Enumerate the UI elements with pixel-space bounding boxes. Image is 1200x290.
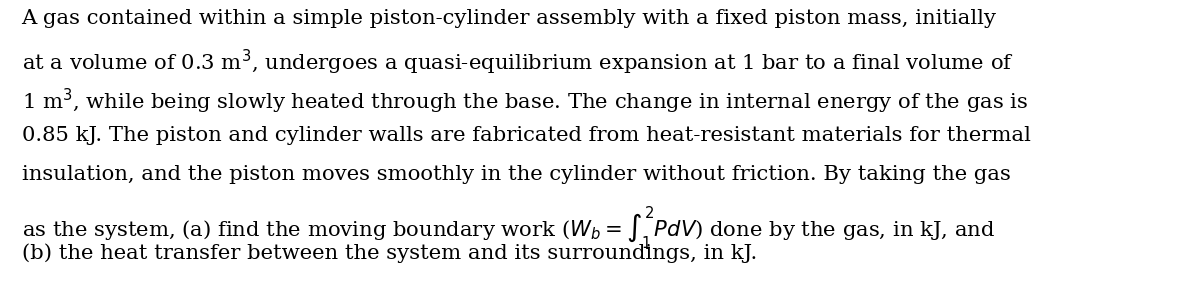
Text: insulation, and the piston moves smoothly in the cylinder without friction. By t: insulation, and the piston moves smoothl… xyxy=(22,165,1010,184)
Text: 0.85 kJ. The piston and cylinder walls are fabricated from heat-resistant materi: 0.85 kJ. The piston and cylinder walls a… xyxy=(22,126,1031,145)
Text: 1 m$^{3}$, while being slowly heated through the base. The change in internal en: 1 m$^{3}$, while being slowly heated thr… xyxy=(22,87,1028,116)
Text: at a volume of 0.3 m$^{3}$, undergoes a quasi-equilibrium expansion at 1 bar to : at a volume of 0.3 m$^{3}$, undergoes a … xyxy=(22,48,1014,77)
Text: as the system, (a) find the moving boundary work ($W_b = \int_1^2 PdV$) done by : as the system, (a) find the moving bound… xyxy=(22,204,995,251)
Text: (b) the heat transfer between the system and its surroundings, in kJ.: (b) the heat transfer between the system… xyxy=(22,244,757,263)
Text: A gas contained within a simple piston-cylinder assembly with a fixed piston mas: A gas contained within a simple piston-c… xyxy=(22,9,997,28)
